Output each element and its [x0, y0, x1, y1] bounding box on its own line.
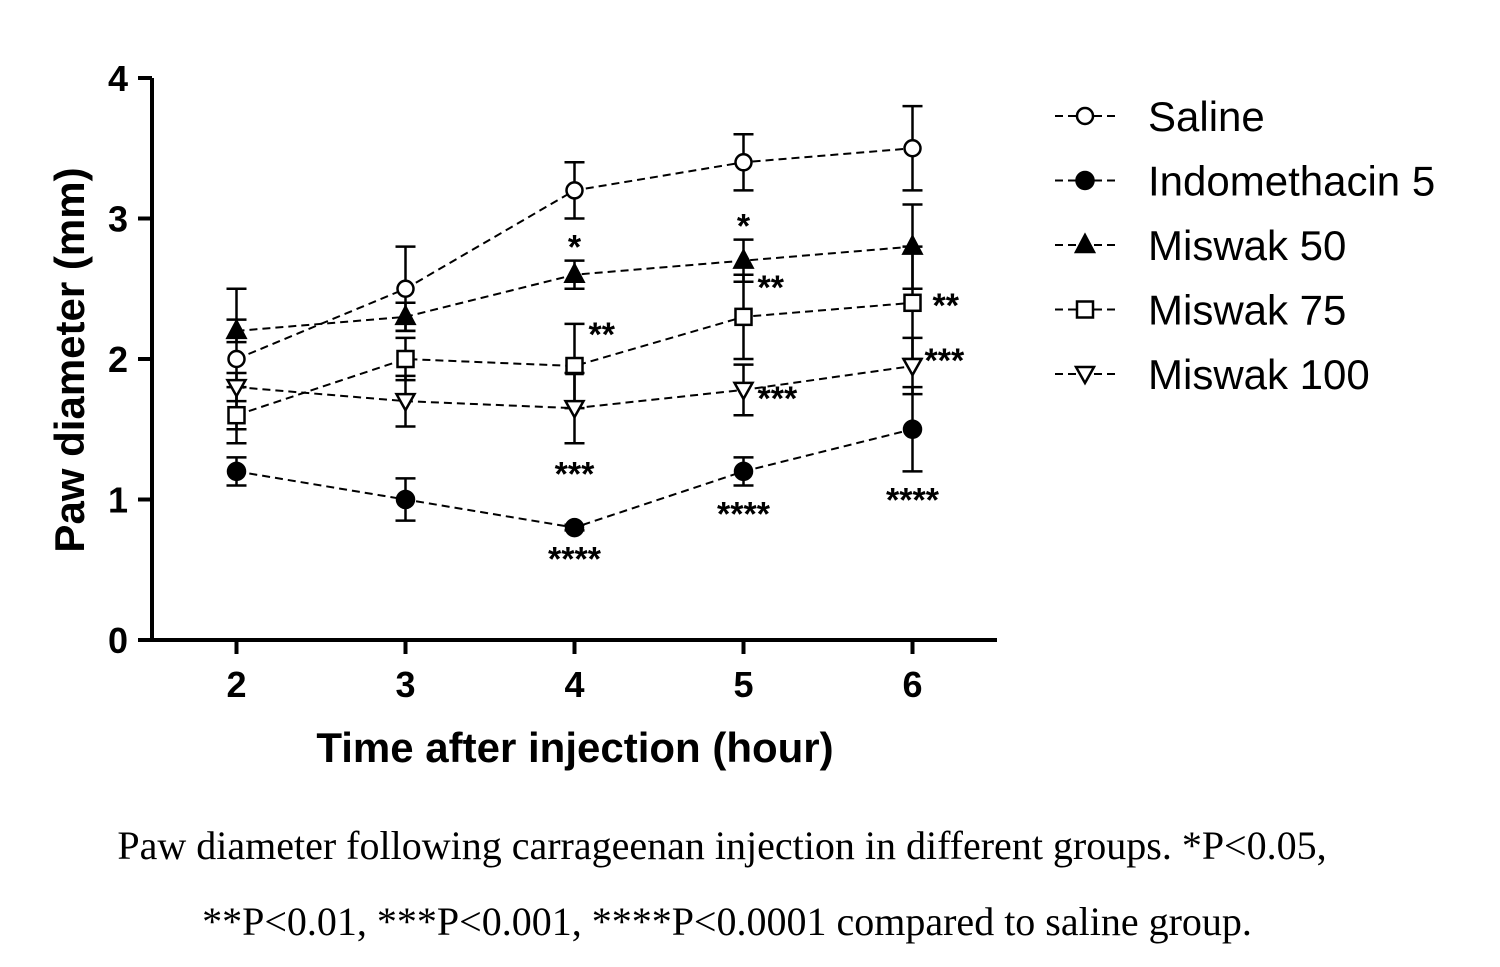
significance-label: ****: [886, 481, 940, 519]
legend-item: Miswak 100: [1055, 351, 1370, 398]
x-tick-label: 2: [226, 664, 246, 705]
significance-label: **: [589, 316, 616, 354]
significance-label: ***: [925, 342, 965, 380]
data-point: [563, 262, 586, 283]
data-point: [226, 461, 247, 482]
legend-marker: [1073, 232, 1097, 254]
x-axis-title: Time after injection (hour): [316, 724, 833, 771]
legend-marker: [1075, 170, 1095, 191]
data-point: [225, 378, 248, 399]
legend-item: Miswak 50: [1055, 222, 1346, 269]
significance-label: *: [737, 208, 751, 246]
y-axis-title: Paw diameter (mm): [46, 167, 93, 552]
legend-label: Miswak 75: [1148, 287, 1346, 334]
series-indomethacin-5: [226, 385, 923, 538]
y-tick-label: 0: [108, 620, 128, 661]
data-point: [565, 356, 584, 376]
legend-marker: [1075, 300, 1095, 319]
series-miswak-50: [225, 203, 924, 344]
y-tick-label: 2: [108, 339, 128, 380]
data-point: [902, 419, 923, 439]
data-point: [227, 405, 246, 425]
significance-label: ***: [555, 455, 595, 493]
x-tick-label: 4: [564, 664, 584, 705]
legend-item: Miswak 75: [1055, 287, 1346, 334]
y-tick-label: 1: [108, 480, 128, 521]
data-point: [394, 304, 417, 326]
y-tick-label: 3: [108, 199, 128, 240]
series-line: [236, 301, 913, 417]
significance-label: ****: [717, 495, 771, 533]
data-point: [396, 279, 415, 298]
y-tick-label: 4: [108, 58, 128, 99]
data-point: [225, 318, 248, 340]
data-point: [227, 349, 246, 369]
data-point: [395, 489, 416, 510]
significance-label: ***: [758, 380, 798, 418]
legend: Saline Indomethacin 5 Miswak 50 Miswak 75 Mi…: [1055, 93, 1435, 398]
data-point: [734, 307, 753, 327]
legend-marker: [1073, 365, 1097, 386]
legend-label: Miswak 50: [1148, 222, 1346, 269]
data-point: [732, 247, 755, 269]
significance-label: **: [758, 269, 785, 307]
x-ticks: 2 3 4 5 6: [226, 640, 923, 705]
series-miswak-75: [226, 245, 923, 445]
data-point: [903, 139, 922, 158]
data-point: [733, 461, 754, 482]
data-point: [565, 181, 584, 200]
legend-label: Indomethacin 5: [1148, 158, 1435, 205]
y-ticks: 0 1 2 3 4: [108, 58, 152, 661]
x-tick-label: 6: [902, 664, 922, 705]
significance-label: *: [568, 229, 582, 267]
significance-label: ****: [548, 540, 602, 578]
significance-label: **: [933, 287, 960, 325]
x-tick-label: 5: [733, 664, 753, 705]
legend-item: Indomethacin 5: [1055, 158, 1435, 205]
data-point: [563, 399, 586, 420]
data-point: [734, 153, 753, 172]
legend-label: Saline: [1148, 93, 1265, 140]
series-layer: [225, 104, 924, 538]
x-tick-label: 3: [395, 664, 415, 705]
caption-line-1: Paw diameter following carrageenan injec…: [117, 823, 1327, 868]
legend-marker: [1075, 106, 1095, 126]
significance-labels: ******** ********** ***********: [548, 208, 965, 579]
series-miswak-100: [225, 336, 924, 445]
data-point: [564, 517, 585, 538]
legend-item: Saline: [1055, 93, 1265, 140]
data-point: [396, 349, 415, 369]
data-point: [903, 293, 922, 313]
data-point: [901, 357, 924, 378]
data-point: [732, 381, 755, 402]
caption-line-2: **P<0.01, ***P<0.001, ****P<0.0001 compa…: [202, 899, 1252, 944]
legend-label: Miswak 100: [1148, 351, 1370, 398]
data-point: [394, 392, 417, 413]
